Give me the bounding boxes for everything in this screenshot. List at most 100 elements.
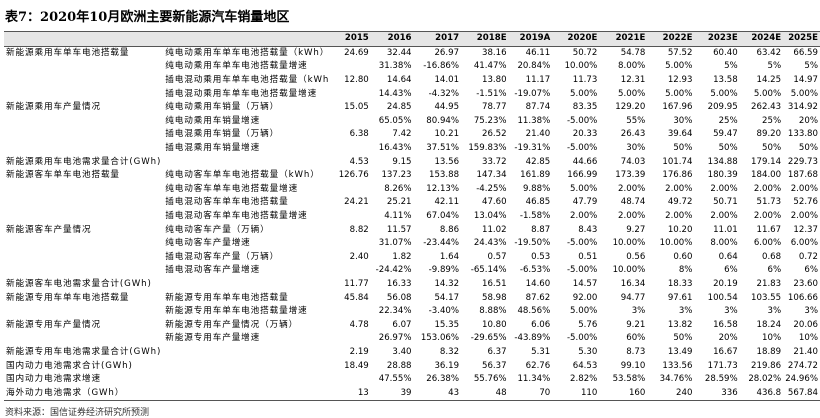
cell: -1.58% — [519, 211, 551, 222]
cell: 167.96 — [662, 102, 693, 113]
row-label: 纯电动客车产量（万辆） — [165, 224, 270, 235]
row-label: 新能源专用车产量增速 — [165, 333, 261, 344]
cell: 2025E — [783, 31, 820, 47]
cell: 11.02 — [481, 224, 507, 235]
cell: 53.58% — [612, 374, 646, 385]
cell: 436.8 — [739, 386, 784, 402]
row-label: 新能源乘用车产量情况 — [6, 102, 101, 113]
cell: 0.64 — [718, 251, 738, 262]
cell: 2.00% — [570, 211, 598, 222]
cell: 10.21 — [434, 129, 460, 140]
cell: 5.00% — [570, 88, 598, 99]
cell: 314.92 — [787, 102, 818, 113]
cell: 24.21 — [344, 197, 369, 208]
cell: 147.34 — [476, 170, 507, 181]
cell: 6% — [767, 265, 782, 276]
cell: 60.40 — [713, 47, 738, 58]
header-row: 2015 2016 2017 2018E 2019A 2020E 2021E 2022E 202… — [4, 31, 820, 47]
cell: 11.38% — [517, 115, 551, 126]
row-label — [4, 196, 163, 210]
cell: 26.97 — [434, 47, 460, 58]
cell: 13 — [331, 386, 371, 402]
cell: 187.68 — [787, 170, 818, 181]
cell: 5.00% — [665, 88, 693, 99]
cell: 173.39 — [615, 170, 646, 181]
cell: 5.00% — [710, 88, 738, 99]
cell: 2023E — [694, 31, 740, 47]
cell: 336 — [694, 386, 740, 402]
cell: 80.94% — [426, 115, 460, 126]
cell: 28.88 — [386, 360, 412, 371]
table-row: 纯电动乘用车销量增速 65.05% 80.94% 75.23% 11.38% -5.00%… — [4, 115, 820, 129]
cell: 18.89 — [756, 346, 782, 357]
row-label — [4, 264, 163, 278]
cell: 12.93 — [667, 75, 693, 86]
cell: 229.73 — [787, 156, 818, 167]
cell: 13.80 — [481, 75, 507, 86]
cell: 9.21 — [626, 319, 646, 330]
cell: 176.86 — [662, 170, 693, 181]
row-label: 插电混动乘用车单车电池搭载量（kWh — [165, 75, 330, 86]
cell: 2.00% — [665, 183, 693, 194]
cell: 6% — [724, 265, 738, 276]
cell: 137.23 — [381, 170, 412, 181]
row-label: 纯电动乘用车销量（万辆） — [165, 102, 280, 113]
cell: 65.05% — [378, 115, 412, 126]
cell: -1.51% — [476, 88, 507, 99]
cell: 2.00% — [710, 183, 738, 194]
cell: -29.65% — [470, 333, 507, 344]
cell: 48.74 — [620, 197, 646, 208]
cell: 14.01 — [434, 75, 460, 86]
cell: 161.89 — [520, 170, 551, 181]
cell: 70 — [508, 386, 553, 402]
cell: 47.79 — [572, 197, 598, 208]
cell: 58.98 — [481, 292, 507, 303]
cell: -5.00% — [566, 238, 598, 249]
cell: 39.64 — [667, 129, 693, 140]
cell — [331, 264, 371, 278]
cell: 34.76% — [659, 374, 693, 385]
cell: 14.25 — [756, 75, 782, 86]
table-row: 新能源专用车产量增速 26.97% 153.06% -29.65% -43.89% -5.… — [4, 332, 820, 346]
cell: 1.82 — [392, 251, 412, 262]
cell: 24.69 — [344, 47, 369, 58]
cell: 12.13% — [426, 183, 460, 194]
cell: 3% — [724, 306, 738, 317]
cell: 8.00% — [618, 61, 646, 72]
cell: 57.52 — [667, 47, 693, 58]
cell: 24.96% — [785, 374, 818, 385]
cell: 16.43% — [378, 143, 412, 154]
cell: 24.85 — [386, 102, 412, 113]
table-row: 插电混动客车单车电池搭载量增速 4.11% 67.04% 13.04% -1.58% 2.… — [4, 210, 820, 224]
cell: 180.39 — [707, 170, 738, 181]
source-note: 资料来源：国信证券经济研究所预测 — [5, 408, 150, 418]
table-title: 表7：2020年10月欧洲主要新能源汽车销量地区 — [5, 10, 290, 25]
cell: 21.40 — [793, 346, 818, 357]
cell: -9.89% — [428, 265, 460, 276]
cell: 12.31 — [620, 75, 646, 86]
cell: 0.51 — [578, 251, 598, 262]
cell: 171.73 — [707, 360, 738, 371]
cell: 5.30 — [578, 346, 598, 357]
row-label — [163, 346, 331, 360]
row-label — [4, 305, 163, 319]
cell: 92.00 — [572, 292, 598, 303]
cell: 20.19 — [713, 278, 738, 289]
row-label: 新能源乘用车单车电池搭载量 — [6, 47, 130, 58]
row-label: 国内动力电池需求增速 — [6, 374, 101, 385]
cell: 4.11% — [384, 211, 412, 222]
cell: 101.74 — [662, 156, 693, 167]
row-label: 插电混动乘用车单车电池搭载量增速 — [165, 88, 318, 99]
cell: 6.00% — [790, 238, 818, 249]
cell: 8.43 — [578, 224, 598, 235]
cell: 10.80 — [481, 319, 507, 330]
cell: 10% — [798, 333, 818, 344]
cell: 106.66 — [787, 292, 818, 303]
cell: 2.00% — [790, 211, 818, 222]
cell: 2021E — [599, 31, 648, 47]
cell: 3% — [678, 306, 693, 317]
table-row: 新能源专用车单车电池搭载量增速 22.34% -3.40% 8.88% 48.56% 5.… — [4, 305, 820, 319]
cell — [331, 60, 371, 74]
cell: 262.43 — [751, 102, 782, 113]
cell: 25% — [762, 115, 782, 126]
